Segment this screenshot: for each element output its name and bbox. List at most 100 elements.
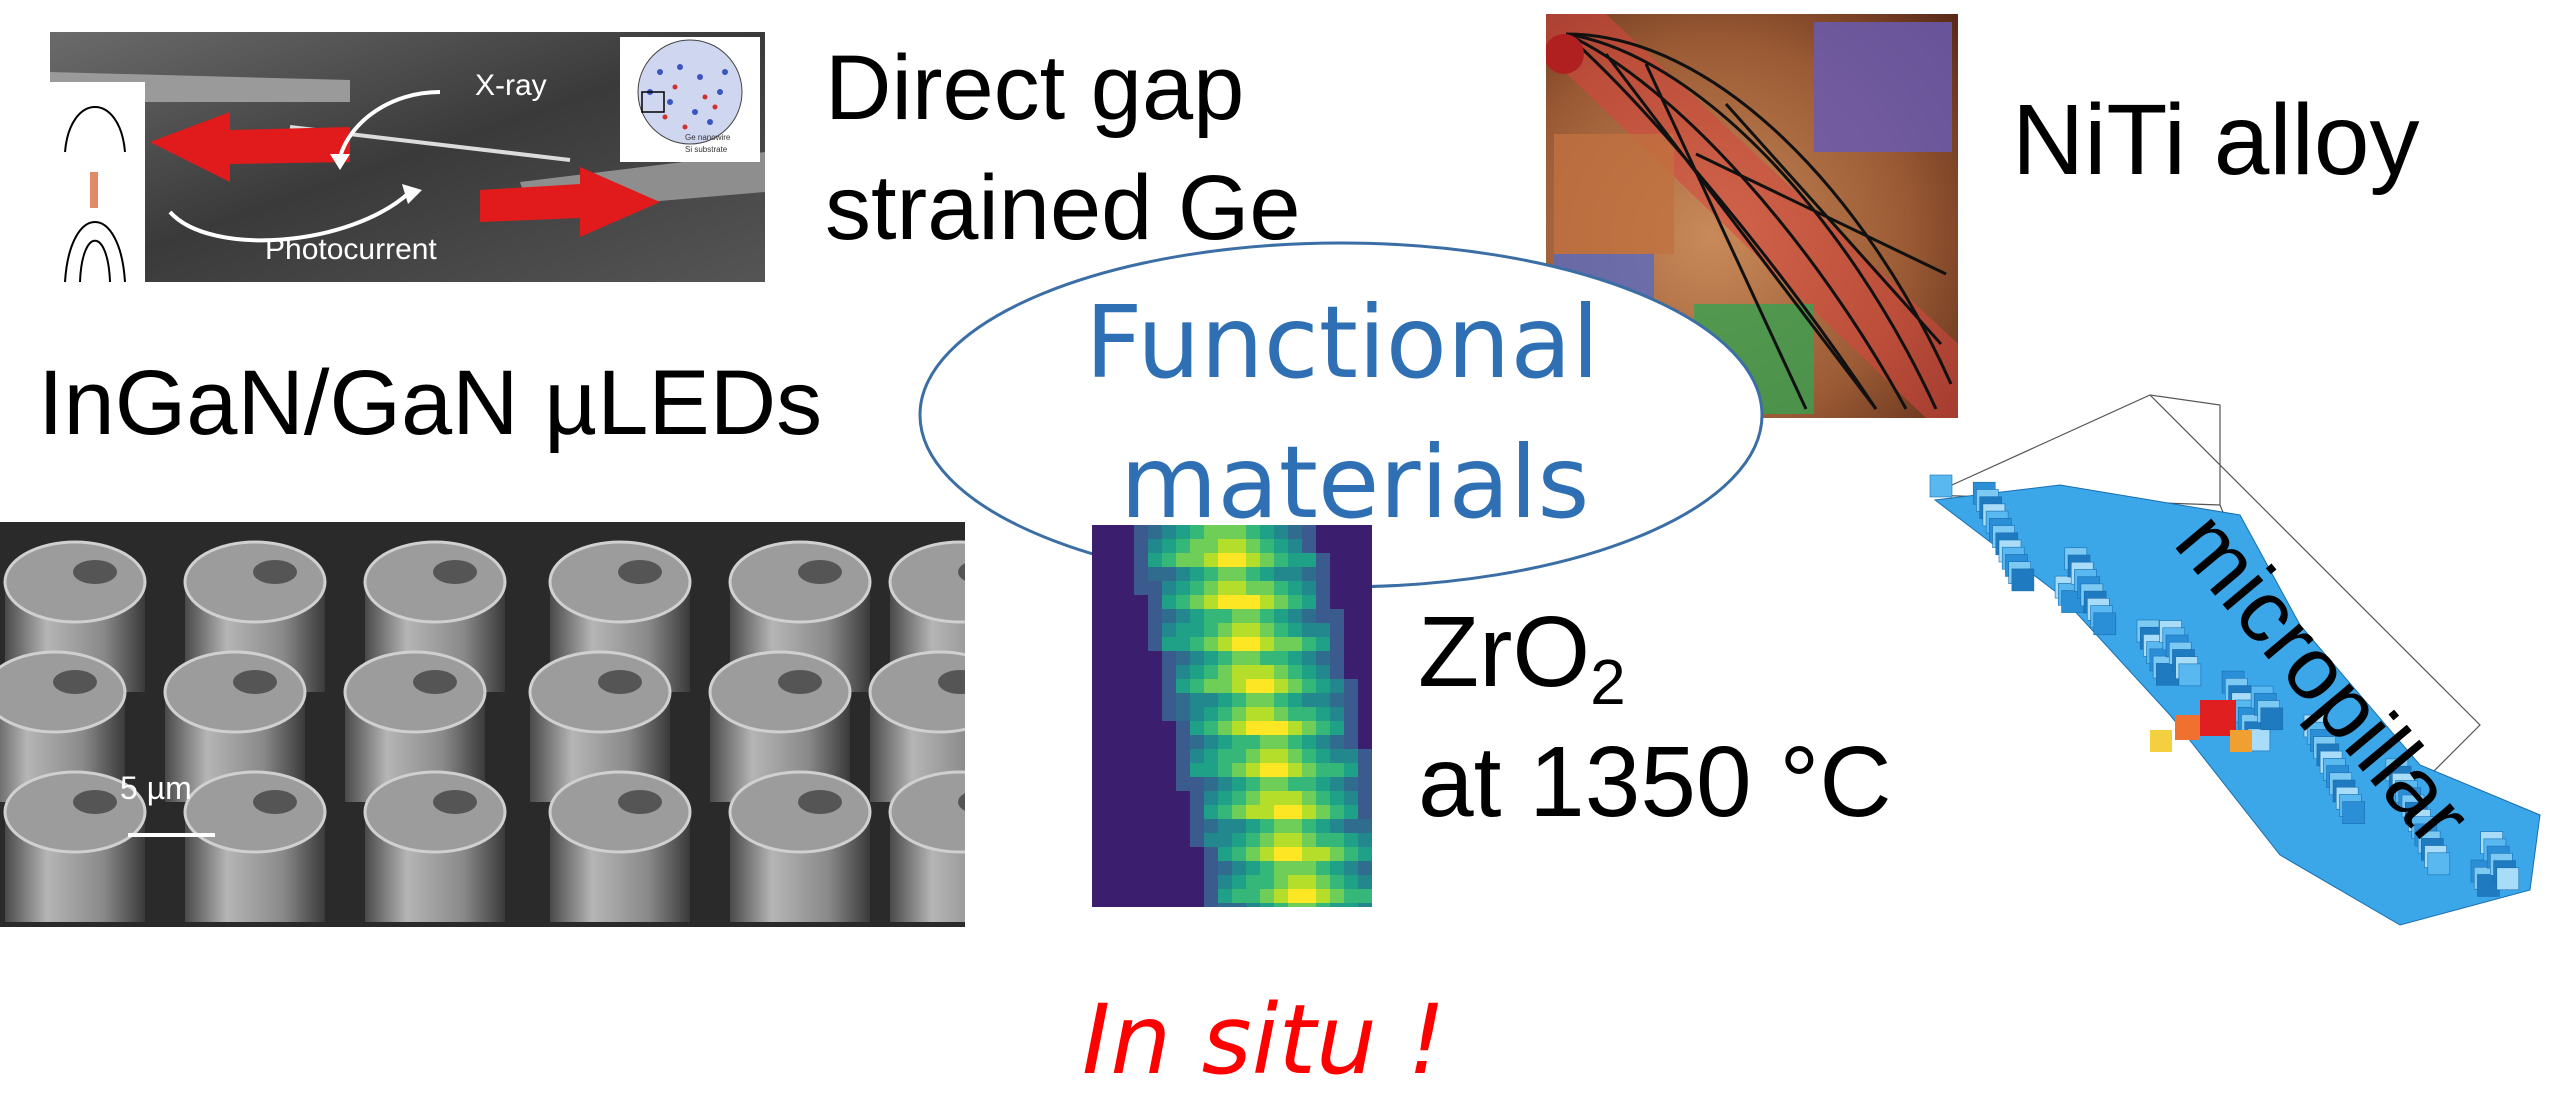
- ge-caption-line2: strained Ge: [825, 157, 1301, 259]
- uled-pillar-dark-region: [413, 670, 457, 694]
- zro2-heatmap-cell: [1316, 665, 1330, 679]
- zro2-heatmap-cell: [1148, 525, 1162, 539]
- zro2-heatmap-cell: [1302, 539, 1316, 553]
- zro2-heatmap-cell: [1232, 567, 1246, 581]
- zro2-heatmap-cell: [1330, 651, 1344, 665]
- zro2-heatmap-cell: [1246, 721, 1260, 735]
- zro2-heatmap-cell: [1316, 651, 1330, 665]
- zro2-heatmap-cell: [1246, 637, 1260, 651]
- zro2-heatmap-cell: [1288, 679, 1302, 693]
- zro2-heatmap-cell: [1218, 721, 1232, 735]
- zro2-heatmap-cell: [1274, 749, 1288, 763]
- zro2-heatmap-cell: [1358, 889, 1372, 903]
- zro2-heatmap-cell: [1330, 735, 1344, 749]
- zro2-heatmap-cell: [1260, 609, 1274, 623]
- zro2-heatmap-cell: [1190, 735, 1204, 749]
- zro2-heatmap-cell: [1204, 567, 1218, 581]
- zro2-heatmap-cell: [1288, 847, 1302, 861]
- zro2-heatmap-cell: [1344, 763, 1358, 777]
- zro2-heatmap-cell: [1204, 763, 1218, 777]
- zro2-heatmap-cell: [1190, 833, 1204, 847]
- zro2-heatmap-cell: [1316, 609, 1330, 623]
- zro2-heatmap-cell: [1274, 875, 1288, 889]
- zro2-heatmap-cell: [1204, 651, 1218, 665]
- zro2-heatmap-cell: [1218, 665, 1232, 679]
- ge-nanowire-sem-graphic: [50, 32, 765, 282]
- zro2-heatmap-cell: [1260, 749, 1274, 763]
- zro2-heatmap-cell: [1162, 609, 1176, 623]
- uled-pillar-top: [528, 650, 672, 734]
- zro2-heatmap-cell: [1204, 903, 1218, 907]
- zro2-heatmap-cell: [1218, 763, 1232, 777]
- zro2-heatmap-cell: [1232, 875, 1246, 889]
- zro2-heatmap-cell: [1218, 609, 1232, 623]
- zro2-heatmap-cell: [1246, 595, 1260, 609]
- zro2-heatmap-cell: [1260, 637, 1274, 651]
- zro2-heatmap-cell: [1176, 665, 1190, 679]
- zro2-heatmap-cell: [1316, 847, 1330, 861]
- zro2-heatmap-cell: [1246, 525, 1260, 539]
- zro2-heatmap-cell: [1162, 693, 1176, 707]
- zro2-heatmap-cell: [1288, 721, 1302, 735]
- zro2-heatmap-cell: [1302, 847, 1316, 861]
- zro2-heatmap-cell: [1288, 609, 1302, 623]
- zro2-heatmap-cell: [1260, 721, 1274, 735]
- zro2-heatmap-cell: [1288, 539, 1302, 553]
- zro2-heatmap-cell: [1344, 875, 1358, 889]
- zro2-heatmap-cell: [1190, 623, 1204, 637]
- zro2-heatmap-cell: [1288, 791, 1302, 805]
- zro2-heatmap-cell: [1190, 791, 1204, 805]
- zro2-heatmap-cell: [1316, 819, 1330, 833]
- zro2-heatmap-cell: [1316, 889, 1330, 903]
- zro2-heatmap-cell: [1260, 777, 1274, 791]
- zro2-heatmap-cell: [1232, 707, 1246, 721]
- zro2-heatmap-cell: [1162, 637, 1176, 651]
- zro2-heatmap-cell: [1274, 679, 1288, 693]
- zro2-heatmap-cell: [1288, 735, 1302, 749]
- zro2-heatmap-cell: [1330, 623, 1344, 637]
- zro2-heatmap-cell: [1232, 553, 1246, 567]
- zro2-heatmap-cell: [1330, 721, 1344, 735]
- uled-pillar-dark-region: [958, 793, 965, 811]
- zro2-heatmap-cell: [1232, 749, 1246, 763]
- zro2-heatmap-cell: [1302, 581, 1316, 595]
- zro2-heatmap-cell: [1274, 819, 1288, 833]
- zro2-heatmap-cell: [1288, 595, 1302, 609]
- uled-pillar-top: [548, 540, 692, 624]
- zro2-heatmap-cell: [1260, 833, 1274, 847]
- zro2-heatmap-cell: [1218, 889, 1232, 903]
- zro2-heatmap-cell: [1302, 819, 1316, 833]
- zro2-heatmap-cell: [1232, 665, 1246, 679]
- zro2-heatmap-cell: [1218, 791, 1232, 805]
- zro2-heatmap-cell: [1218, 651, 1232, 665]
- zro2-heatmap-cell: [1330, 749, 1344, 763]
- zro2-heatmap-cell: [1344, 847, 1358, 861]
- uled-pillar-top: [183, 770, 327, 854]
- uled-pillar-top: [0, 650, 127, 734]
- zro2-formula: ZrO: [1418, 596, 1591, 708]
- zro2-heatmap-cell: [1274, 763, 1288, 777]
- ge-caption-line1: Direct gap: [825, 37, 1245, 139]
- zro2-heatmap-cell: [1232, 651, 1246, 665]
- zro2-heatmap-cell: [1134, 525, 1148, 539]
- zro2-heatmap-cell: [1330, 903, 1344, 907]
- zro2-heatmap-cell: [1190, 539, 1204, 553]
- zro2-heatmap-cell: [1218, 567, 1232, 581]
- zro2-heatmap-cell: [1302, 637, 1316, 651]
- zro2-heatmap-cell: [1260, 581, 1274, 595]
- zro2-heatmap-cell: [1176, 609, 1190, 623]
- zro2-heatmap-cell: [1246, 567, 1260, 581]
- zro2-heatmap-cell: [1218, 525, 1232, 539]
- zro2-heatmap-cell: [1190, 679, 1204, 693]
- zro2-heatmap-cell: [1288, 525, 1302, 539]
- zro2-heatmap-cell: [1260, 679, 1274, 693]
- photocurrent-label: Photocurrent: [265, 233, 437, 266]
- uled-pillar-dark-region: [73, 560, 117, 584]
- zro2-heatmap-cell: [1330, 833, 1344, 847]
- zro2-heatmap-cell: [1316, 595, 1330, 609]
- zro2-heatmap-cell: [1204, 847, 1218, 861]
- zro2-heatmap-cell: [1302, 861, 1316, 875]
- uled-caption: InGaN/GaN µLEDs: [38, 352, 823, 454]
- zro2-heatmap-cell: [1288, 777, 1302, 791]
- uled-pillar-top: [3, 540, 147, 624]
